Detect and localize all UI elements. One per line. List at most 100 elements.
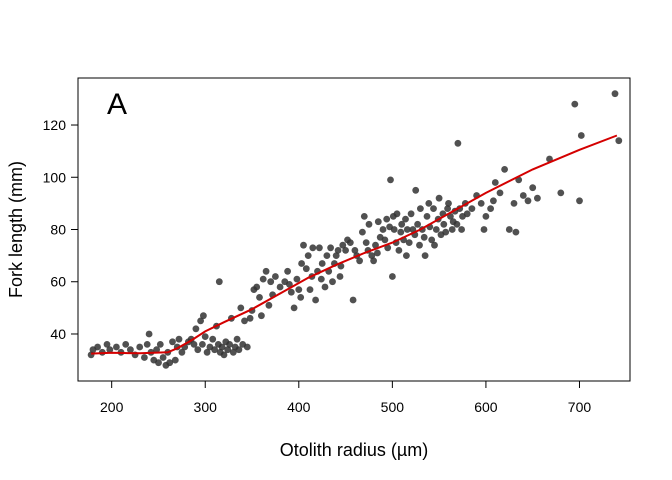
panel-label: A — [107, 88, 127, 121]
data-point — [103, 341, 111, 348]
data-point — [407, 210, 415, 218]
data-point — [379, 226, 387, 233]
data-point — [199, 341, 206, 348]
data-point — [276, 283, 284, 291]
data-point — [524, 197, 532, 205]
data-point — [370, 257, 377, 265]
data-point — [287, 288, 295, 296]
data-point — [201, 333, 209, 340]
x-tick-label: 600 — [474, 399, 498, 415]
data-point — [576, 197, 583, 205]
data-point — [390, 226, 398, 233]
data-point — [412, 186, 420, 194]
data-point — [463, 210, 471, 218]
data-point — [519, 192, 527, 199]
data-point — [359, 228, 366, 236]
data-point — [414, 220, 421, 228]
x-axis-title: Otolith radius (µm) — [280, 440, 428, 460]
data-point — [577, 132, 585, 139]
data-point — [453, 220, 461, 228]
data-point — [458, 226, 465, 233]
data-point — [209, 335, 217, 343]
data-point — [428, 236, 436, 244]
data-point — [302, 265, 310, 273]
data-point — [192, 325, 200, 333]
data-point — [253, 283, 261, 291]
data-point — [235, 346, 243, 354]
data-point — [233, 335, 241, 343]
data-point — [512, 228, 520, 236]
data-point — [339, 241, 347, 249]
data-point — [211, 346, 219, 354]
data-point — [611, 90, 619, 98]
data-point — [265, 301, 273, 309]
data-point — [259, 275, 267, 283]
data-point — [448, 226, 456, 233]
data-point — [293, 275, 301, 283]
data-point — [423, 213, 431, 220]
data-point — [431, 241, 438, 249]
y-tick-label: 40 — [50, 326, 66, 342]
y-axis: 40 60 80 100 120 — [43, 117, 78, 342]
data-point — [224, 346, 232, 354]
data-point — [346, 239, 354, 247]
y-tick-label: 100 — [43, 169, 67, 185]
data-point — [381, 236, 389, 244]
x-tick-label: 500 — [381, 399, 405, 415]
data-point — [318, 260, 326, 267]
data-point — [444, 205, 451, 213]
data-point — [374, 218, 382, 226]
data-point — [336, 273, 344, 280]
y-tick-label: 120 — [43, 117, 67, 133]
x-tick-label: 200 — [100, 399, 124, 415]
data-point — [421, 252, 429, 259]
data-point — [190, 341, 198, 348]
data-point — [557, 189, 565, 197]
data-point — [334, 247, 342, 254]
data-point — [286, 281, 293, 288]
data-point — [226, 341, 234, 348]
data-point — [393, 210, 401, 218]
data-point — [321, 283, 329, 291]
data-point — [417, 205, 424, 213]
data-point — [435, 194, 443, 202]
data-point — [329, 278, 336, 286]
data-point — [425, 200, 433, 207]
data-point — [141, 354, 148, 361]
data-point — [496, 189, 504, 197]
data-point — [284, 267, 291, 275]
data-point — [468, 205, 476, 213]
fit-line-layer — [91, 134, 618, 355]
data-point — [510, 200, 518, 207]
data-point — [203, 348, 211, 356]
data-point — [384, 244, 392, 252]
data-point — [327, 244, 334, 252]
data-point — [416, 241, 423, 249]
data-point — [243, 343, 251, 351]
data-point — [491, 179, 499, 186]
data-point — [505, 226, 513, 233]
data-point — [487, 205, 494, 213]
data-point — [143, 341, 151, 348]
data-point — [432, 226, 440, 233]
data-point — [262, 267, 270, 275]
data-point — [360, 213, 368, 220]
data-point — [351, 247, 359, 254]
data-point — [403, 226, 411, 233]
data-point — [430, 205, 437, 213]
y-axis-title: Fork length (mm) — [6, 161, 26, 298]
data-point — [258, 312, 265, 320]
data-point — [155, 359, 162, 367]
data-point — [178, 348, 186, 356]
data-point — [300, 241, 307, 249]
data-point — [402, 215, 409, 223]
data-point — [122, 341, 130, 348]
data-point — [342, 247, 349, 254]
x-axis: 200 300 400 500 600 700 — [100, 380, 591, 415]
data-point — [442, 228, 450, 236]
data-point — [501, 166, 508, 173]
data-point — [349, 296, 357, 304]
data-point — [298, 260, 305, 267]
data-point — [194, 346, 202, 354]
data-point — [317, 275, 325, 283]
